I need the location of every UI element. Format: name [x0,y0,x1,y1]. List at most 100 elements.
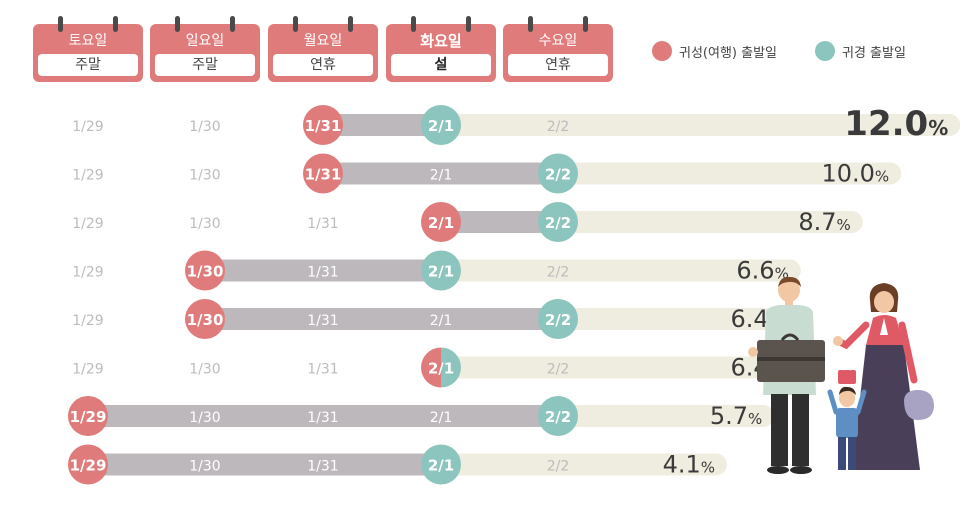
date-label: 1/30 [189,119,220,135]
legend-home-label: 귀성(여행) 출발일 [679,45,777,61]
home-date-label: 1/30 [187,263,224,281]
track-bar [558,162,902,185]
percent-value: 6.4 [730,305,768,333]
stay-bar [441,211,558,233]
calendar-note: 주말 [155,54,255,76]
home-date-half-marker [421,347,441,388]
calendar-tuesday: 화요일 설 [386,16,496,82]
return-date-label: 2/2 [545,408,571,426]
track-bar [441,453,728,476]
track-bar [558,308,795,330]
percent-label: 8.7% [798,208,850,236]
return-date-label: 2/1 [428,117,454,135]
home-date-marker [185,299,225,339]
percent-value: 12.0 [844,104,928,144]
date-label: 2/2 [547,265,570,281]
stay-bar [205,308,558,330]
percent-label: 12.0% [844,104,948,144]
home-date-label: 1/29 [70,457,107,475]
stay-bar [205,259,441,282]
percent-value: 8.7 [798,208,836,236]
date-label: 1/31 [307,313,338,329]
date-label: 1/30 [189,362,220,378]
percent-unit: % [701,459,715,477]
legend-home-swatch [652,41,672,61]
track-bar [441,114,961,136]
return-date-label: 2/2 [545,311,571,329]
calendar-wednesday: 수요일 연휴 [503,16,613,82]
date-label: 1/30 [189,216,220,232]
return-date-label: 2/2 [545,166,571,184]
percent-label: 5.7% [710,402,762,430]
date-label: 2/2 [547,459,570,475]
date-label: 1/29 [72,168,103,184]
return-date-marker [538,202,578,242]
date-label: 1/29 [72,362,103,378]
calendar-note: 주말 [38,54,138,76]
child-figure [827,365,867,470]
date-label: 1/30 [189,168,220,184]
date-label: 1/29 [72,265,103,281]
calendar-note: 연휴 [273,54,373,76]
percent-unit: % [875,168,889,186]
home-date-marker [185,250,225,291]
stay-bar [323,162,558,185]
date-label: 1/30 [189,459,220,475]
stay-bar [88,453,441,476]
track-bar [441,356,795,379]
legend-return-label: 귀경 출발일 [842,45,906,61]
return-date-marker [538,396,578,436]
date-label: 1/31 [307,362,338,378]
home-date-marker [303,153,343,194]
calendar-day-label: 수요일 [538,33,578,49]
stay-bar [323,114,441,136]
calendar-note: 연휴 [508,54,608,76]
calendar-day-label: 월요일 [303,33,343,49]
home-date-marker [68,444,108,485]
date-label: 1/31 [307,459,338,475]
return-date-marker [421,444,461,485]
date-label: 1/29 [72,313,103,329]
legend-home: 귀성(여행) 출발일 [652,40,777,62]
date-label: 2/2 [547,119,570,135]
date-label: 1/29 [72,119,103,135]
return-date-label: 2/1 [428,263,454,281]
date-label: 2/1 [430,168,453,184]
date-label: 1/29 [72,216,103,232]
return-date-half-marker [441,347,462,388]
calendar-monday: 월요일 연휴 [268,16,378,82]
same-day-label: 2/1 [428,360,454,378]
mother-figure [833,283,934,470]
track-bar [558,211,863,233]
calendar-day-label: 화요일 [420,32,462,50]
date-label: 1/31 [307,265,338,281]
percent-value: 6.6 [736,257,774,285]
home-date-label: 1/30 [187,311,224,329]
track-bar [558,405,775,427]
calendar-day-label: 토요일 [68,33,108,49]
home-date-label: 1/31 [305,117,342,135]
home-date-label: 1/29 [70,408,107,426]
percent-value: 10.0 [821,160,874,188]
return-date-label: 2/2 [545,214,571,232]
return-date-label: 2/1 [428,457,454,475]
legend-return: 귀경 출발일 [815,40,906,62]
home-date-label: 2/1 [428,214,454,232]
calendar-saturday: 토요일 주말 [33,16,143,82]
percent-label: 10.0% [821,160,889,188]
date-label: 2/1 [430,410,453,426]
father-figure [748,276,825,474]
return-date-marker [538,299,578,339]
return-date-marker [421,105,461,145]
home-date-label: 1/31 [305,166,342,184]
return-date-marker [421,250,461,291]
home-date-marker [303,105,343,145]
date-label: 2/2 [547,362,570,378]
calendar-day-label: 일요일 [185,33,225,49]
date-label: 2/1 [430,313,453,329]
date-label: 1/31 [307,410,338,426]
return-date-marker [538,153,578,194]
